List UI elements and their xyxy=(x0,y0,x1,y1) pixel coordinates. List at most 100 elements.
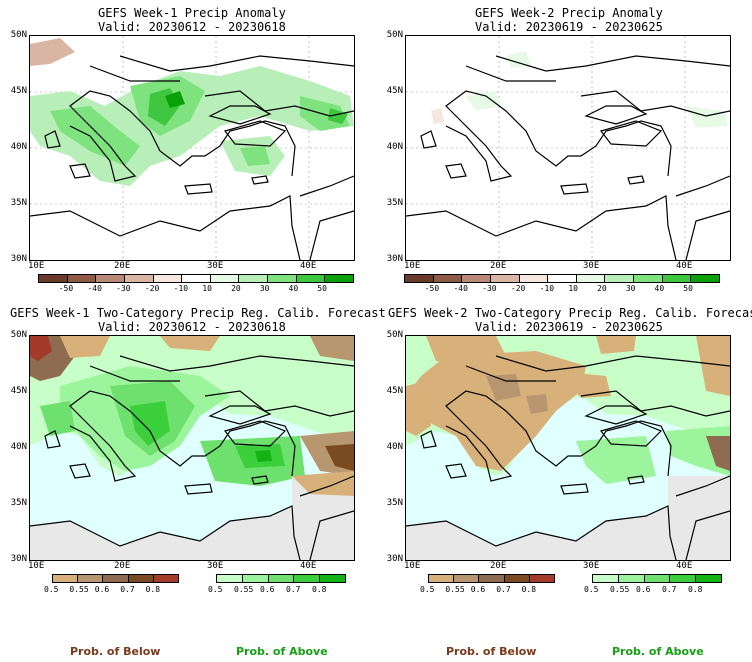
prob-above-colorbar-week2 xyxy=(592,574,722,583)
colorbar-swatch xyxy=(618,575,645,582)
colorbar-tick-label: 0.8 xyxy=(312,585,327,594)
precip-anomaly-shading xyxy=(431,51,728,128)
colorbar-swatch xyxy=(296,275,326,282)
panel3-title: GEFS Week-1 Two-Category Precip Reg. Cal… xyxy=(10,306,386,320)
colorbar-swatch xyxy=(593,575,619,582)
colorbar-tick-label: 0.5 xyxy=(208,585,223,594)
lon-label: 40E xyxy=(676,561,693,571)
colorbar-tick-label: -20 xyxy=(144,284,160,293)
lat-label: 30N xyxy=(386,554,403,564)
colorbar-tick-label: -50 xyxy=(58,284,74,293)
lon-label: 20E xyxy=(490,561,507,571)
prob-above-colorbar-week1 xyxy=(216,574,346,583)
lat-label: 35N xyxy=(386,198,403,208)
colorbar-swatch xyxy=(217,575,243,582)
colorbar-swatch xyxy=(605,275,635,282)
prob-below-labels-week1: 0.5 0.55 0.6 0.7 0.8 xyxy=(44,585,179,597)
lon-label: 40E xyxy=(300,261,317,271)
lon-label: 10E xyxy=(28,261,45,271)
colorbar-swatch xyxy=(294,575,321,582)
colorbar-tick-label: -30 xyxy=(116,284,131,293)
anomaly-colorbar-labels-week2: -50 -40 -30 -20 -10 10 20 30 40 50 xyxy=(404,284,720,296)
colorbar-swatch xyxy=(78,575,104,582)
legend-prob-below-week1: Prob. of Below xyxy=(70,645,161,658)
lat-label: 40N xyxy=(386,142,403,152)
lat-label: 30N xyxy=(10,254,27,264)
colorbar-swatch xyxy=(128,575,154,582)
colorbar-tick-label: 20 xyxy=(597,284,607,293)
colorbar-tick-label: -20 xyxy=(510,284,526,293)
lat-label: 35N xyxy=(10,198,27,208)
colorbar-swatch xyxy=(405,275,434,282)
anomaly-colorbar-labels-week1: -50 -40 -30 -20 -10 10 20 30 40 50 xyxy=(38,284,354,296)
colorbar-tick-label: 0.55 xyxy=(445,585,465,594)
lat-label: 50N xyxy=(386,330,403,340)
colorbar-swatch xyxy=(490,275,520,282)
colorbar-swatch xyxy=(96,275,125,282)
panel2-title: GEFS Week-2 Precip Anomaly xyxy=(475,6,663,20)
colorbar-tick-label: 10 xyxy=(202,284,212,293)
lat-label: 50N xyxy=(10,330,27,340)
colorbar-tick-label: 0.7 xyxy=(120,585,135,594)
lat-label: 30N xyxy=(386,254,403,264)
prob-above-labels-week2: 0.5 0.55 0.6 0.7 0.8 xyxy=(584,585,722,597)
colorbar-swatch xyxy=(696,575,721,582)
colorbar-swatch xyxy=(39,275,68,282)
colorbar-tick-label: 0.7 xyxy=(286,585,301,594)
lat-label: 35N xyxy=(10,498,27,508)
colorbar-swatch xyxy=(504,575,530,582)
colorbar-tick-label: 0.55 xyxy=(69,585,89,594)
colorbar-tick-label: 40 xyxy=(288,284,299,293)
colorbar-tick-label: 0.5 xyxy=(584,585,599,594)
lat-label: 40N xyxy=(10,442,27,452)
prob-below-colorbar-week1 xyxy=(52,574,179,583)
colorbar-swatch xyxy=(210,275,240,282)
lon-label: 30E xyxy=(583,261,600,271)
panel2-valid: Valid: 20230619 - 20230625 xyxy=(475,20,663,34)
land-shading xyxy=(30,336,354,560)
land-shading xyxy=(406,336,730,560)
colorbar-tick-label: 10 xyxy=(568,284,578,293)
precip-anomaly-shading xyxy=(30,38,354,186)
colorbar-swatch xyxy=(576,275,606,282)
panel4-valid: Valid: 20230619 - 20230625 xyxy=(475,320,663,334)
colorbar-swatch xyxy=(239,275,269,282)
colorbar-swatch xyxy=(479,575,505,582)
colorbar-tick-label: 0.7 xyxy=(496,585,511,594)
prob-above-labels-week1: 0.5 0.55 0.6 0.7 0.8 xyxy=(208,585,346,597)
panel4-title: GEFS Week-2 Two-Category Precip Reg. Cal… xyxy=(388,306,752,320)
lon-label: 20E xyxy=(490,261,507,271)
panel1-title: GEFS Week-1 Precip Anomaly xyxy=(98,6,286,20)
legend-prob-above-week2: Prob. of Above xyxy=(612,645,704,658)
colorbar-swatch xyxy=(634,275,663,282)
colorbar-tick-label: 50 xyxy=(683,284,693,293)
lon-label: 10E xyxy=(28,561,45,571)
colorbar-swatch xyxy=(691,275,720,282)
prob-below-colorbar-week2 xyxy=(428,574,555,583)
colorbar-tick-label: 0.6 xyxy=(260,585,275,594)
lat-label: 45N xyxy=(10,386,27,396)
colorbar-swatch xyxy=(268,275,297,282)
colorbar-swatch xyxy=(53,575,79,582)
lat-label: 30N xyxy=(10,554,27,564)
colorbar-tick-label: 30 xyxy=(625,284,636,293)
colorbar-swatch xyxy=(268,575,295,582)
anomaly-colorbar-week1 xyxy=(38,274,354,283)
colorbar-tick-label: -40 xyxy=(453,284,468,293)
colorbar-tick-label: 50 xyxy=(317,284,327,293)
colorbar-swatch xyxy=(182,275,211,282)
lat-label: 40N xyxy=(10,142,27,152)
colorbar-swatch xyxy=(433,275,463,282)
colorbar-tick-label: 0.6 xyxy=(470,585,486,594)
colorbar-swatch xyxy=(519,275,549,282)
lat-label: 45N xyxy=(386,86,403,96)
colorbar-swatch xyxy=(462,275,491,282)
colorbar-swatch xyxy=(548,275,577,282)
colorbar-tick-label: 0.5 xyxy=(44,585,59,594)
colorbar-swatch xyxy=(529,575,555,582)
colorbar-swatch xyxy=(644,575,671,582)
colorbar-tick-label: -10 xyxy=(539,284,555,293)
colorbar-tick-label: 0.6 xyxy=(94,585,110,594)
colorbar-tick-label: -30 xyxy=(482,284,497,293)
colorbar-tick-label: 0.8 xyxy=(145,585,161,594)
